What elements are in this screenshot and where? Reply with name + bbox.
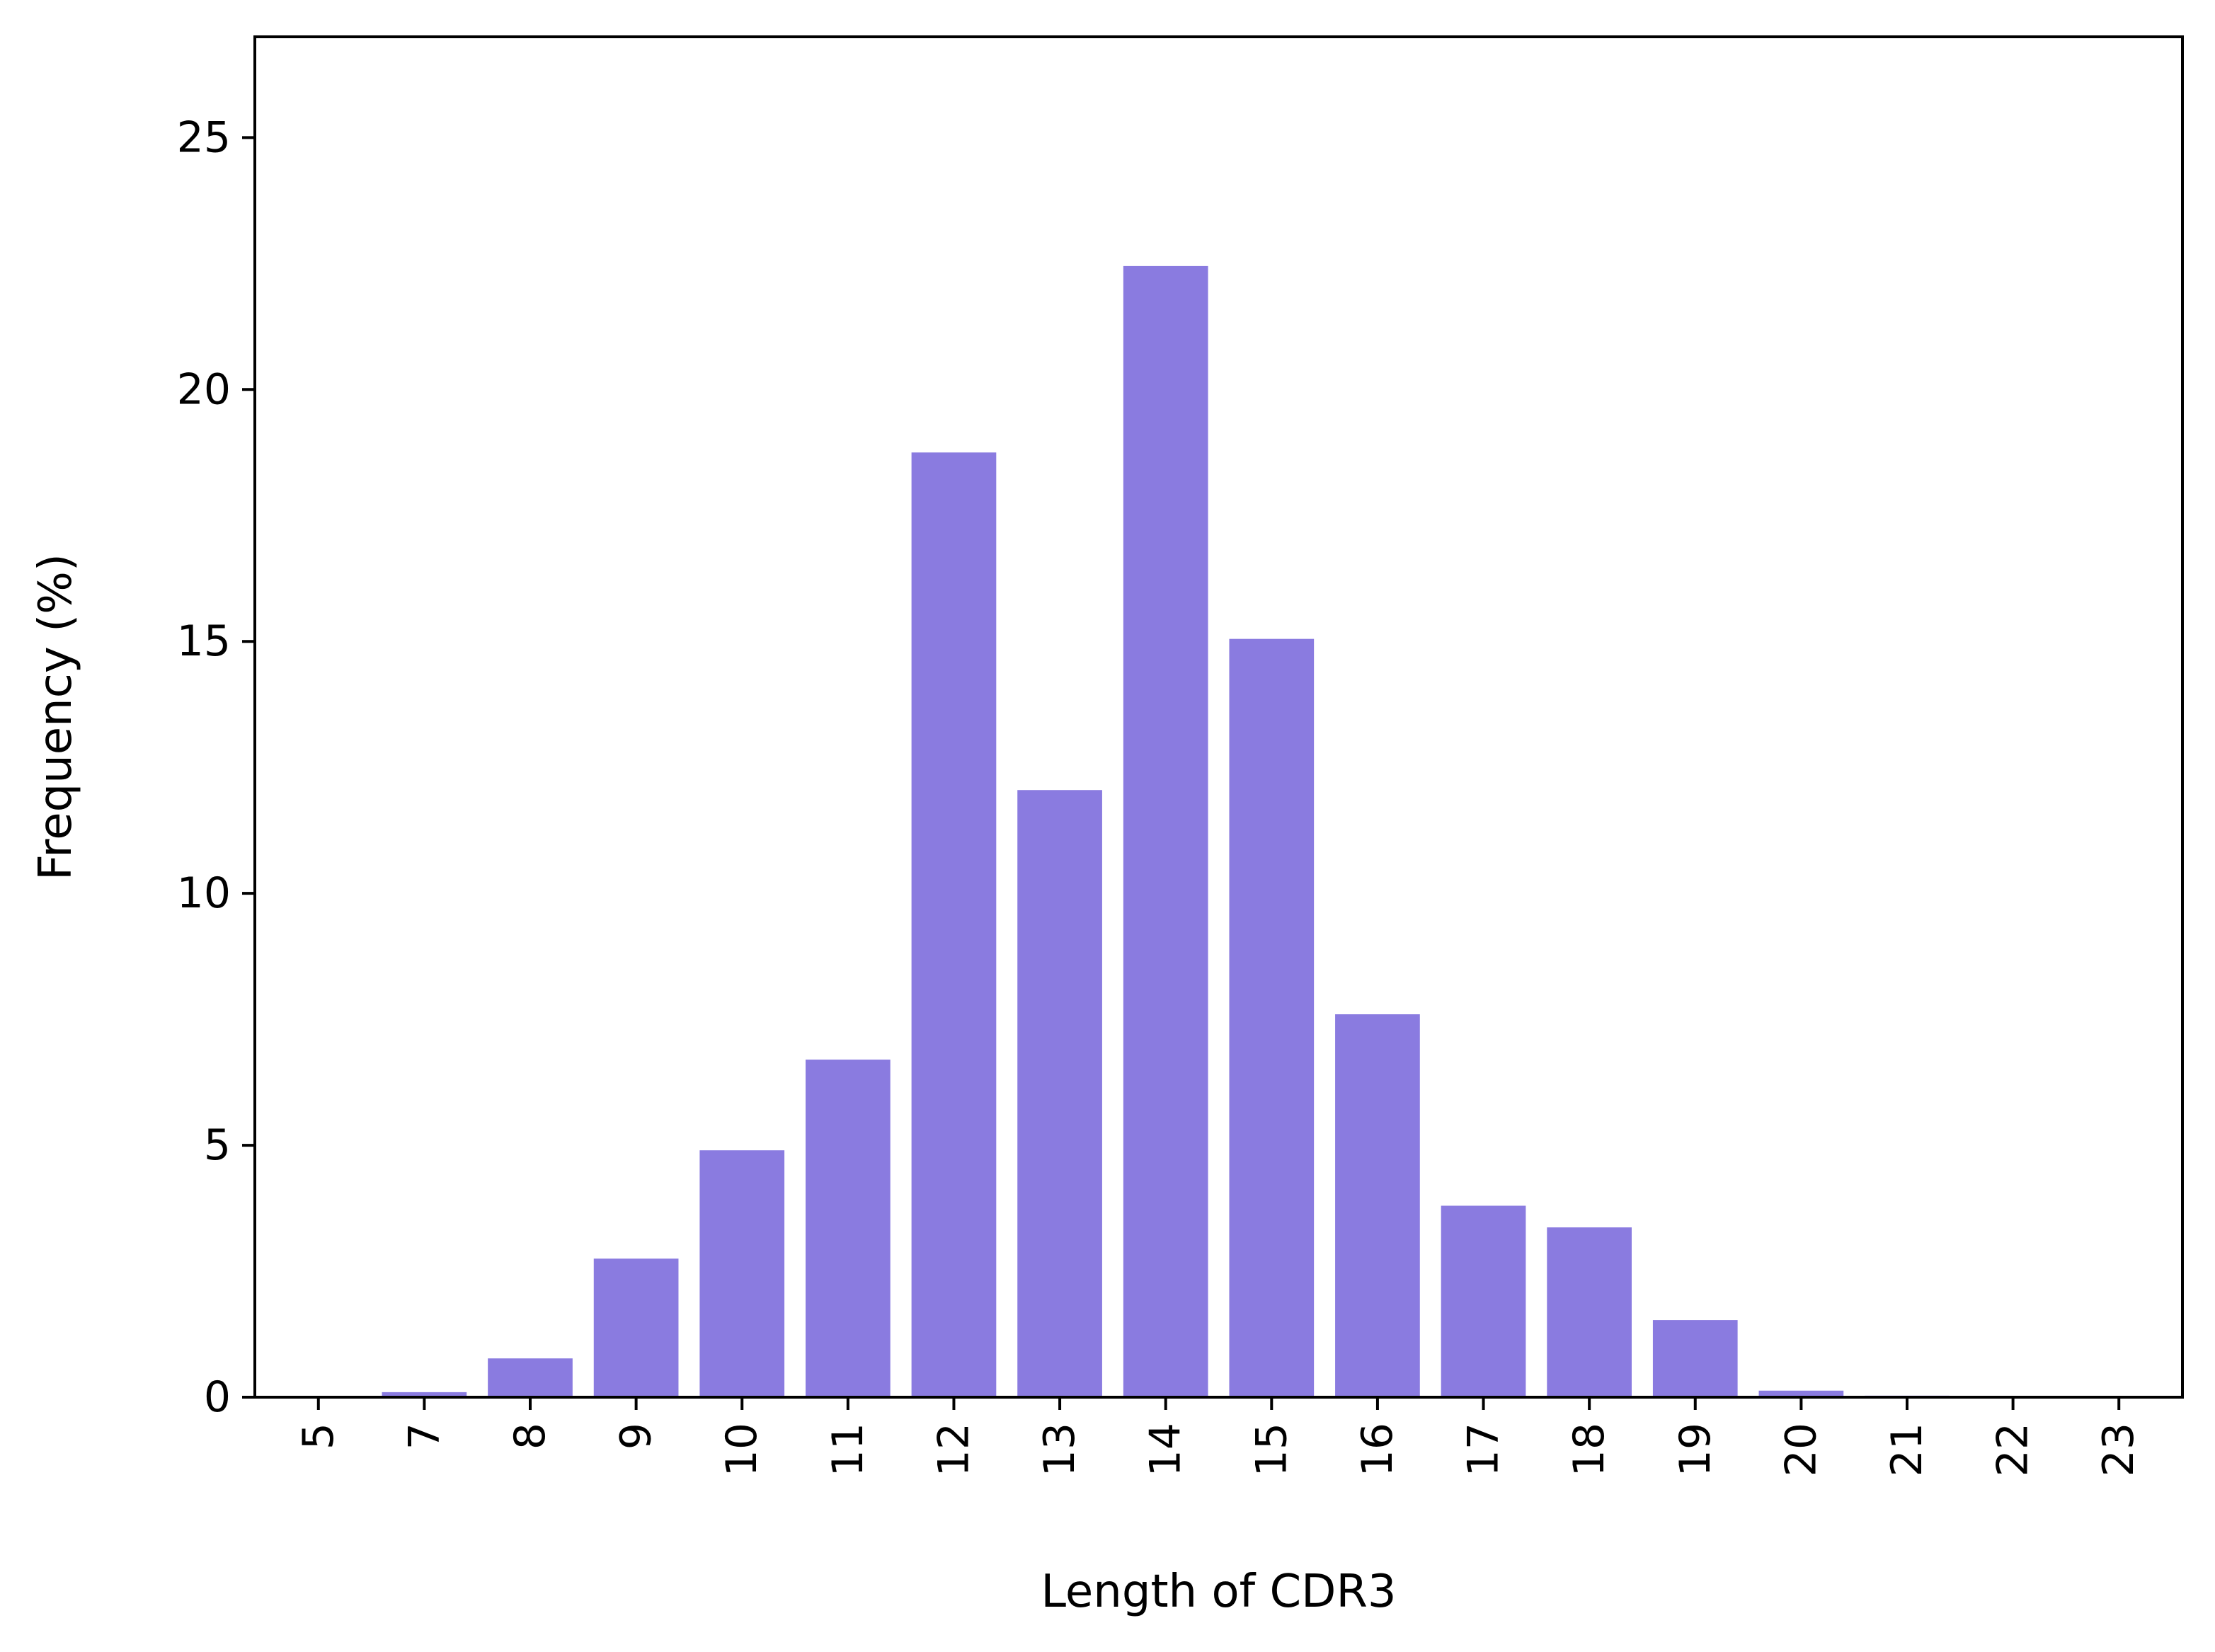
x-tick-label-20: 20	[1776, 1423, 1826, 1476]
plot-frame	[253, 35, 2184, 1399]
x-tick-label-19: 19	[1671, 1423, 1720, 1476]
x-tick-label-23: 23	[2094, 1423, 2144, 1476]
y-tick-label-0: 0	[204, 1372, 231, 1422]
y-tick-label-15: 15	[177, 616, 231, 666]
bar-16	[1335, 1014, 1420, 1397]
x-tick-label-15: 15	[1247, 1423, 1296, 1476]
x-tick-label-21: 21	[1882, 1423, 1932, 1476]
y-axis-ticks: 0 5 10 15 20 25	[177, 113, 255, 1422]
bars-group	[275, 265, 2162, 1397]
x-tick-label-5: 5	[294, 1423, 343, 1450]
x-tick-label-7: 7	[399, 1423, 449, 1450]
y-tick-label-5: 5	[204, 1120, 231, 1170]
bar-14	[1123, 265, 1208, 1397]
y-tick-label-10: 10	[177, 868, 231, 918]
y-tick-label-25: 25	[177, 113, 231, 162]
x-tick-label-18: 18	[1564, 1423, 1614, 1476]
x-tick-label-22: 22	[1988, 1423, 2038, 1476]
bar-9	[593, 1258, 679, 1397]
x-tick-label-8: 8	[505, 1423, 555, 1450]
x-axis-ticks: 5 7 8 9 10 11 12 13 14 15 16 17 18 19 20 21 22 23	[294, 1397, 2144, 1476]
bar-7	[382, 1392, 467, 1397]
x-tick-label-13: 13	[1035, 1423, 1084, 1476]
bar-17	[1441, 1205, 1526, 1397]
bar-20	[1758, 1390, 1844, 1397]
bar-11	[806, 1060, 891, 1397]
x-tick-label-10: 10	[717, 1423, 767, 1476]
x-tick-label-11: 11	[823, 1423, 873, 1476]
bar-18	[1547, 1227, 1632, 1397]
x-tick-label-16: 16	[1353, 1423, 1402, 1476]
bar-15	[1229, 638, 1315, 1397]
bar-8	[488, 1358, 573, 1397]
y-tick-label-20: 20	[177, 365, 231, 414]
x-tick-label-17: 17	[1459, 1423, 1509, 1476]
bar-12	[911, 452, 997, 1397]
y-axis-label: Frequency (%)	[30, 553, 82, 881]
x-tick-label-14: 14	[1141, 1423, 1191, 1476]
x-tick-label-12: 12	[929, 1423, 978, 1476]
x-axis-label: Length of CDR3	[1041, 1566, 1396, 1618]
bar-10	[699, 1150, 785, 1397]
x-tick-label-9: 9	[612, 1423, 661, 1450]
bar-13	[1017, 790, 1102, 1397]
bar-19	[1652, 1320, 1738, 1397]
